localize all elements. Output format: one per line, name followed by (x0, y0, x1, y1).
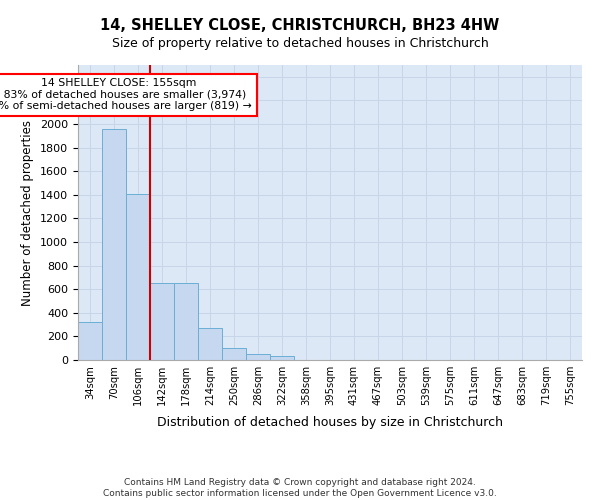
Text: Size of property relative to detached houses in Christchurch: Size of property relative to detached ho… (112, 38, 488, 51)
Bar (126, 194, 150, 360)
Bar (222, 348, 246, 360)
Bar (198, 328, 222, 360)
Text: 14 SHELLEY CLOSE: 155sqm
← 83% of detached houses are smaller (3,974)
17% of sem: 14 SHELLEY CLOSE: 155sqm ← 83% of detach… (0, 78, 252, 111)
Bar (102, 128, 126, 360)
Text: Contains HM Land Registry data © Crown copyright and database right 2024.
Contai: Contains HM Land Registry data © Crown c… (103, 478, 497, 498)
Bar (78, 322, 102, 360)
Bar (246, 354, 270, 360)
Bar (150, 284, 174, 360)
Bar (270, 356, 294, 360)
Bar (174, 284, 198, 360)
Text: 14, SHELLEY CLOSE, CHRISTCHURCH, BH23 4HW: 14, SHELLEY CLOSE, CHRISTCHURCH, BH23 4H… (100, 18, 500, 32)
Y-axis label: Number of detached properties: Number of detached properties (22, 120, 34, 306)
X-axis label: Distribution of detached houses by size in Christchurch: Distribution of detached houses by size … (157, 416, 503, 430)
